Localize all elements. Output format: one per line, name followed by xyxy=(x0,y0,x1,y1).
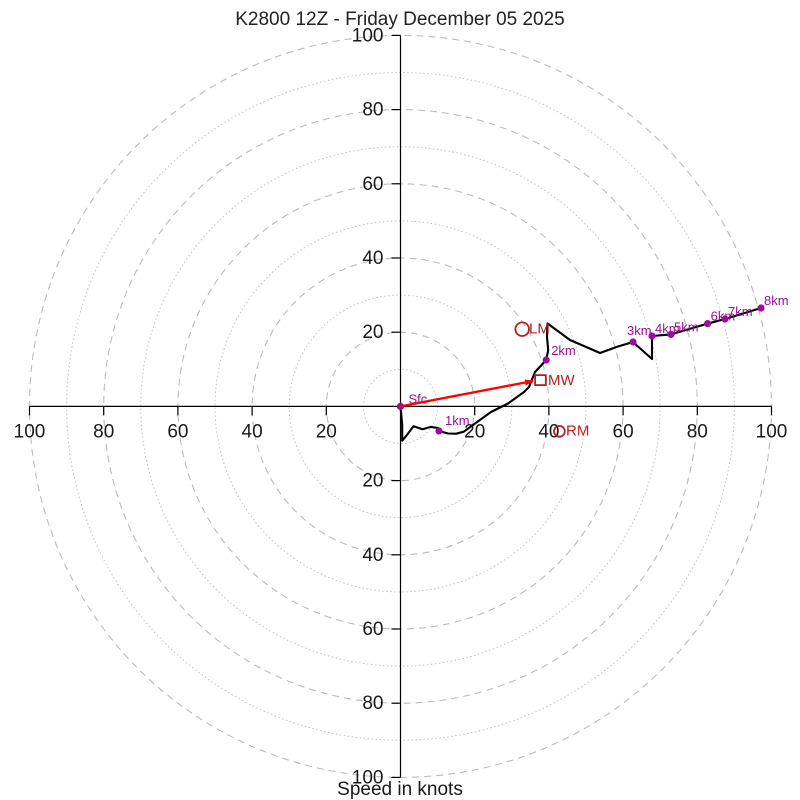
svg-text:3km: 3km xyxy=(627,323,652,338)
svg-text:80: 80 xyxy=(362,693,383,714)
svg-text:20: 20 xyxy=(316,421,337,442)
svg-text:60: 60 xyxy=(362,174,383,195)
svg-text:MW: MW xyxy=(548,372,575,389)
svg-text:80: 80 xyxy=(362,100,383,121)
svg-text:5km: 5km xyxy=(674,319,699,334)
svg-text:100: 100 xyxy=(756,421,788,442)
svg-text:20: 20 xyxy=(362,471,383,492)
svg-text:20: 20 xyxy=(362,322,383,343)
svg-text:60: 60 xyxy=(613,421,634,442)
svg-text:40: 40 xyxy=(242,421,263,442)
svg-text:7km: 7km xyxy=(728,304,753,319)
svg-text:60: 60 xyxy=(167,421,188,442)
svg-text:Speed in knots: Speed in knots xyxy=(337,779,463,800)
svg-text:60: 60 xyxy=(362,619,383,640)
svg-text:8km: 8km xyxy=(764,293,789,308)
svg-text:40: 40 xyxy=(362,248,383,269)
svg-text:RM: RM xyxy=(566,423,589,440)
svg-text:2km: 2km xyxy=(551,343,576,358)
svg-text:80: 80 xyxy=(687,421,708,442)
svg-text:LM: LM xyxy=(529,321,550,338)
svg-text:100: 100 xyxy=(14,421,46,442)
svg-text:1km: 1km xyxy=(445,413,470,428)
svg-text:80: 80 xyxy=(93,421,114,442)
svg-text:K2800 12Z - Friday December 05: K2800 12Z - Friday December 05 2025 xyxy=(235,9,565,30)
svg-text:40: 40 xyxy=(362,545,383,566)
svg-text:40: 40 xyxy=(538,421,559,442)
